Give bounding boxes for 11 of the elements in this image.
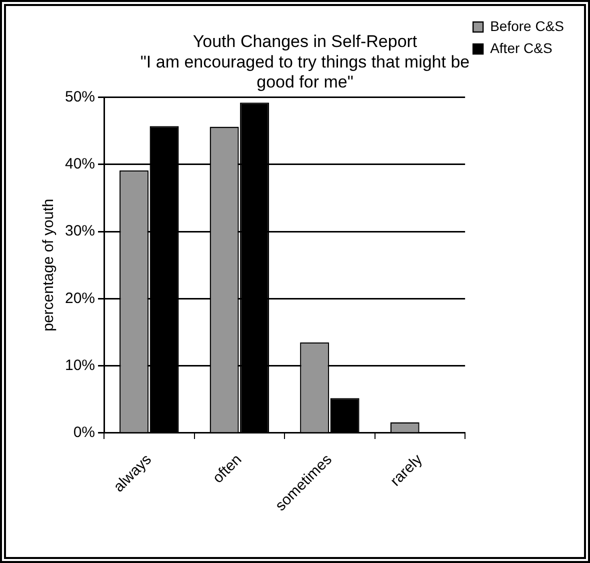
- y-axis-title: percentage of youth: [40, 198, 58, 332]
- y-tick-label: 20%: [64, 290, 96, 307]
- y-tick-label: 30%: [64, 222, 96, 240]
- legend-label: Before C&S: [490, 18, 564, 34]
- legend-label: After C&S: [490, 40, 552, 56]
- y-tick-label: 10%: [64, 356, 96, 374]
- chart-subtitle: "I am encouraged to try things that might be good for me": [140, 52, 470, 92]
- y-tick-label: 40%: [64, 156, 96, 172]
- y-tick-label: 0%: [73, 424, 96, 442]
- y-tick-label: 50%: [64, 88, 96, 106]
- chart-title: Youth Changes in Self-Report: [192, 32, 418, 51]
